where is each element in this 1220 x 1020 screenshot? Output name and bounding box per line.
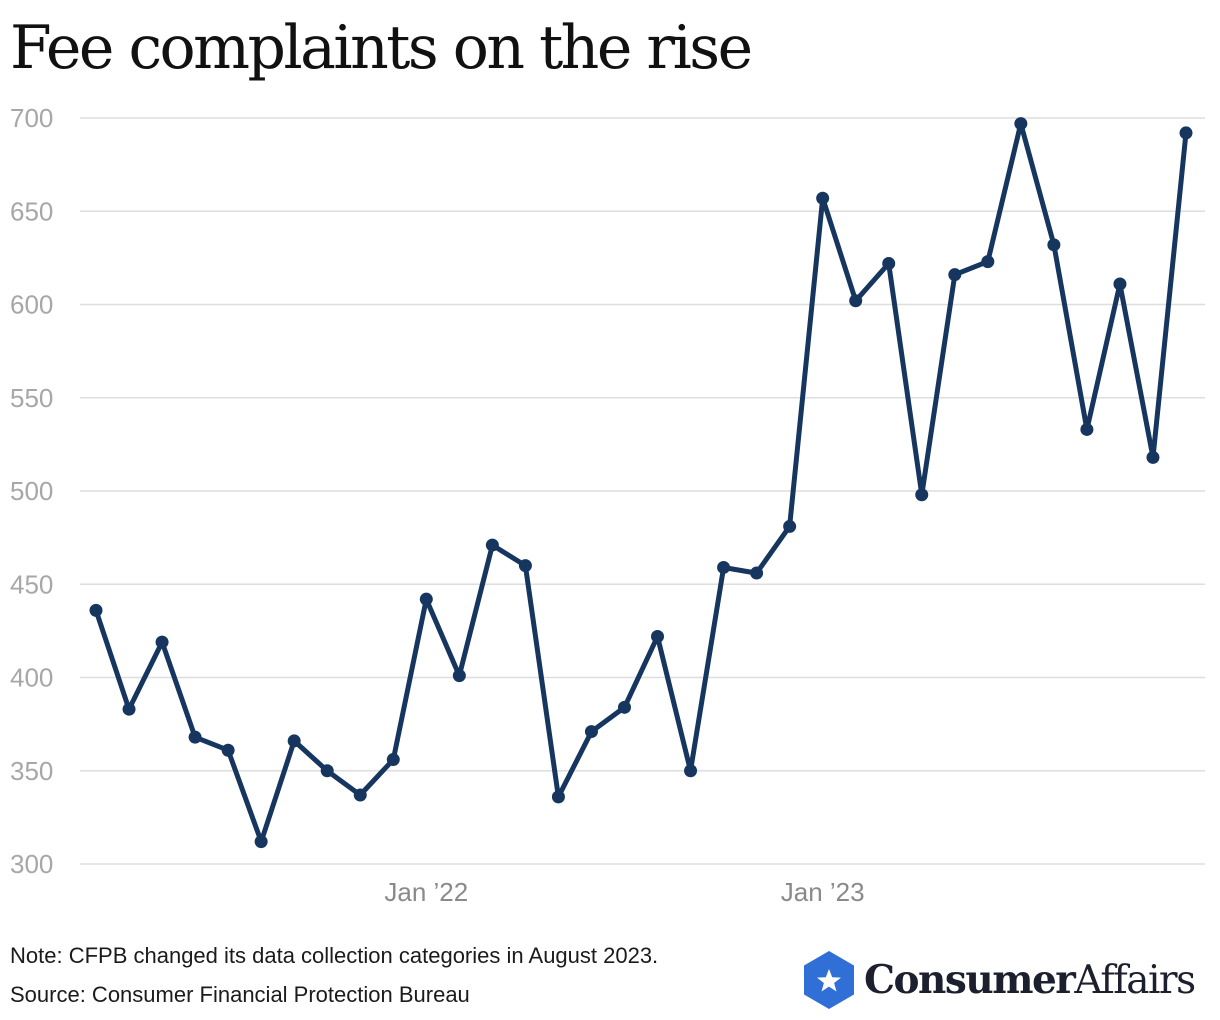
data-point-31 [1113, 277, 1127, 291]
data-point-3 [188, 730, 202, 744]
y-tick-label-450: 450 [10, 569, 53, 599]
data-point-23 [849, 294, 863, 308]
data-point-2 [155, 635, 169, 649]
data-point-10 [419, 592, 433, 606]
chart-note: Note: CFPB changed its data collection c… [10, 943, 659, 968]
data-point-11 [452, 669, 466, 683]
data-point-4 [221, 743, 235, 757]
data-point-15 [584, 725, 598, 739]
data-point-16 [617, 700, 631, 714]
star-icon [804, 951, 854, 1009]
data-point-30 [1080, 422, 1094, 436]
brand-logo: ConsumerAffairs [802, 950, 1212, 1010]
data-point-26 [948, 268, 962, 282]
series-layer [89, 117, 1193, 849]
chart-title: Fee complaints on the rise [10, 13, 753, 83]
data-point-22 [816, 191, 830, 205]
data-point-19 [717, 560, 731, 574]
data-point-25 [915, 488, 929, 502]
y-tick-label-350: 350 [10, 756, 53, 786]
data-point-24 [882, 256, 896, 270]
y-axis-ticks: 300 350 400 450 500 550 600 650 700 [10, 103, 53, 879]
y-tick-label-400: 400 [10, 663, 53, 693]
brand-bold: Consumer [864, 957, 1076, 1003]
data-point-27 [981, 255, 995, 269]
data-point-5 [254, 835, 268, 849]
data-point-18 [684, 764, 698, 778]
y-tick-label-500: 500 [10, 476, 53, 506]
series-line [93, 121, 1189, 845]
data-point-21 [783, 519, 797, 533]
data-point-17 [651, 629, 665, 643]
data-point-12 [485, 538, 499, 552]
y-tick-label-650: 650 [10, 196, 53, 226]
data-point-7 [320, 764, 334, 778]
data-point-1 [122, 702, 136, 716]
data-point-14 [551, 790, 565, 804]
data-point-8 [353, 788, 367, 802]
data-point-29 [1047, 238, 1061, 252]
x-axis-ticks: Jan ’22 Jan ’23 [384, 877, 864, 907]
data-point-13 [518, 559, 532, 573]
grid-lines [80, 117, 1205, 865]
x-tick-label-0: Jan ’22 [384, 877, 468, 907]
data-point-0 [89, 603, 103, 617]
brand-regular: Affairs [1074, 958, 1196, 1003]
y-tick-label-600: 600 [10, 290, 53, 320]
brand-wordmark: ConsumerAffairs [864, 955, 1196, 1006]
data-point-32 [1146, 450, 1160, 464]
data-point-6 [287, 734, 301, 748]
data-point-9 [386, 753, 400, 767]
data-point-33 [1179, 126, 1193, 140]
data-point-28 [1014, 117, 1028, 131]
x-tick-label-1: Jan ’23 [781, 877, 865, 907]
data-point-20 [750, 566, 764, 580]
y-tick-label-300: 300 [10, 849, 53, 879]
chart-source: Source: Consumer Financial Protection Bu… [10, 982, 470, 1007]
y-tick-label-550: 550 [10, 383, 53, 413]
y-tick-label-700: 700 [10, 103, 53, 133]
